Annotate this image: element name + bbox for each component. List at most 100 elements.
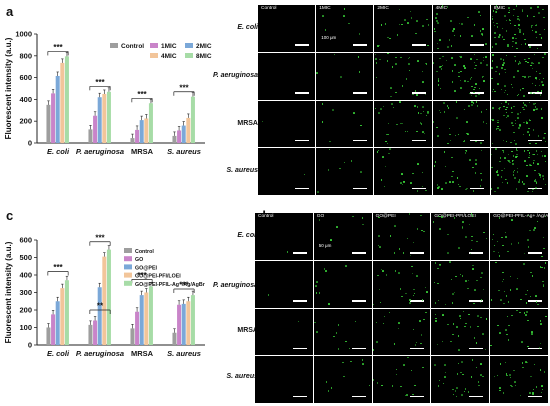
y-tick-label: 600 bbox=[19, 236, 32, 245]
fluorescent-speck bbox=[417, 163, 419, 165]
fluorescent-speck bbox=[315, 292, 318, 294]
fluorescent-speck bbox=[480, 172, 482, 175]
fluorescent-speck bbox=[535, 24, 537, 27]
fluorescent-speck bbox=[480, 142, 482, 144]
fluorescent-speck bbox=[458, 22, 461, 25]
fluorescent-speck bbox=[512, 171, 515, 173]
fluorescent-speck bbox=[517, 117, 519, 119]
fluorescent-speck bbox=[504, 68, 506, 71]
fluorescent-speck bbox=[314, 321, 316, 324]
bar bbox=[181, 125, 186, 143]
fluorescent-speck bbox=[481, 272, 483, 274]
fluorescent-speck bbox=[452, 293, 454, 295]
fluorescent-speck bbox=[502, 151, 505, 153]
legend-label: GO@PEI-PFI/LOEI bbox=[135, 274, 181, 280]
scale-bar bbox=[527, 300, 542, 302]
scale-bar bbox=[469, 347, 484, 350]
fluorescent-speck bbox=[533, 229, 535, 231]
fluorescent-speck bbox=[533, 159, 535, 162]
panel-letter-a: a bbox=[6, 4, 14, 19]
fluorescent-speck bbox=[470, 94, 473, 97]
d-column-header: GO bbox=[316, 214, 325, 219]
bar bbox=[130, 328, 135, 345]
fluorescent-speck bbox=[453, 34, 456, 36]
scale-bar bbox=[411, 44, 426, 46]
fluorescent-speck bbox=[390, 95, 392, 98]
fluorescent-speck bbox=[485, 43, 487, 45]
fluorescent-speck bbox=[512, 37, 514, 39]
fluorescent-speck bbox=[472, 264, 474, 267]
fluorescent-speck bbox=[516, 277, 519, 280]
y-axis-label: Fluorescent intensity (a.u.) bbox=[4, 241, 13, 343]
fluorescent-speck bbox=[437, 84, 440, 86]
fluorescent-speck bbox=[397, 327, 400, 330]
fluorescent-speck bbox=[394, 270, 397, 272]
fluorescent-speck bbox=[473, 61, 476, 64]
legend-swatch bbox=[124, 248, 132, 253]
sig-stars: *** bbox=[95, 233, 105, 242]
fluorescent-speck bbox=[535, 301, 538, 303]
fluorescent-speck bbox=[506, 374, 508, 377]
fluorescent-speck bbox=[533, 103, 535, 105]
scale-bar bbox=[295, 44, 310, 46]
fluorescent-speck bbox=[511, 219, 513, 221]
fluorescent-speck bbox=[316, 281, 318, 283]
fluorescent-speck bbox=[544, 183, 547, 186]
fluorescent-speck bbox=[453, 217, 456, 219]
fluorescent-speck bbox=[497, 119, 499, 122]
fluorescent-speck bbox=[497, 121, 499, 124]
fluorescent-speck bbox=[530, 92, 532, 94]
fluorescent-speck bbox=[459, 273, 462, 276]
fluorescent-speck bbox=[504, 15, 506, 17]
fluorescent-speck bbox=[535, 36, 538, 39]
fluorescent-speck bbox=[447, 252, 449, 254]
fluorescent-speck bbox=[398, 23, 401, 26]
d-micrograph-r3-c3 bbox=[431, 356, 490, 403]
fluorescent-speck bbox=[395, 63, 397, 65]
fluorescent-speck bbox=[456, 177, 459, 179]
fluorescent-speck bbox=[519, 125, 521, 127]
fluorescent-speck bbox=[532, 393, 534, 396]
fluorescent-speck bbox=[408, 63, 410, 65]
fluorescent-speck bbox=[387, 52, 389, 55]
fluorescent-speck bbox=[469, 252, 472, 255]
fluorescent-speck bbox=[497, 187, 499, 189]
fluorescent-speck bbox=[478, 87, 481, 89]
fluorescent-speck bbox=[515, 148, 518, 150]
fluorescent-speck bbox=[468, 223, 471, 226]
fluorescent-speck bbox=[434, 313, 437, 316]
fluorescent-speck bbox=[480, 374, 482, 376]
fluorescent-speck bbox=[507, 45, 509, 48]
fluorescent-speck bbox=[444, 371, 447, 374]
fluorescent-speck bbox=[426, 291, 428, 293]
fluorescent-speck bbox=[513, 105, 515, 108]
fluorescent-speck bbox=[527, 246, 530, 248]
bar bbox=[144, 118, 149, 143]
fluorescent-speck bbox=[406, 394, 408, 396]
fluorescent-speck bbox=[535, 187, 537, 189]
d-row-label-saureus: S. aureus bbox=[226, 373, 258, 380]
fluorescent-speck bbox=[532, 129, 535, 131]
fluorescent-speck bbox=[505, 116, 508, 119]
fluorescent-speck bbox=[422, 25, 424, 27]
fluorescent-speck bbox=[518, 179, 521, 181]
fluorescent-speck bbox=[395, 56, 397, 59]
fluorescent-speck bbox=[527, 149, 529, 152]
fluorescent-speck bbox=[535, 386, 538, 388]
fluorescent-speck bbox=[421, 229, 423, 232]
fluorescent-speck bbox=[510, 83, 513, 86]
fluorescent-speck bbox=[497, 127, 499, 130]
fluorescent-speck bbox=[462, 140, 465, 143]
fluorescent-speck bbox=[541, 155, 544, 157]
fluorescent-speck bbox=[458, 75, 460, 78]
fluorescent-speck bbox=[505, 236, 507, 238]
fluorescent-speck bbox=[543, 247, 545, 250]
legend-label: 4MIC bbox=[161, 53, 177, 60]
fluorescent-speck bbox=[421, 70, 424, 73]
fluorescent-speck bbox=[539, 33, 541, 36]
scale-bar bbox=[295, 139, 310, 142]
bar bbox=[93, 320, 98, 345]
fluorescent-speck bbox=[464, 388, 467, 390]
fluorescent-speck bbox=[543, 137, 545, 139]
fluorescent-speck bbox=[401, 183, 404, 186]
